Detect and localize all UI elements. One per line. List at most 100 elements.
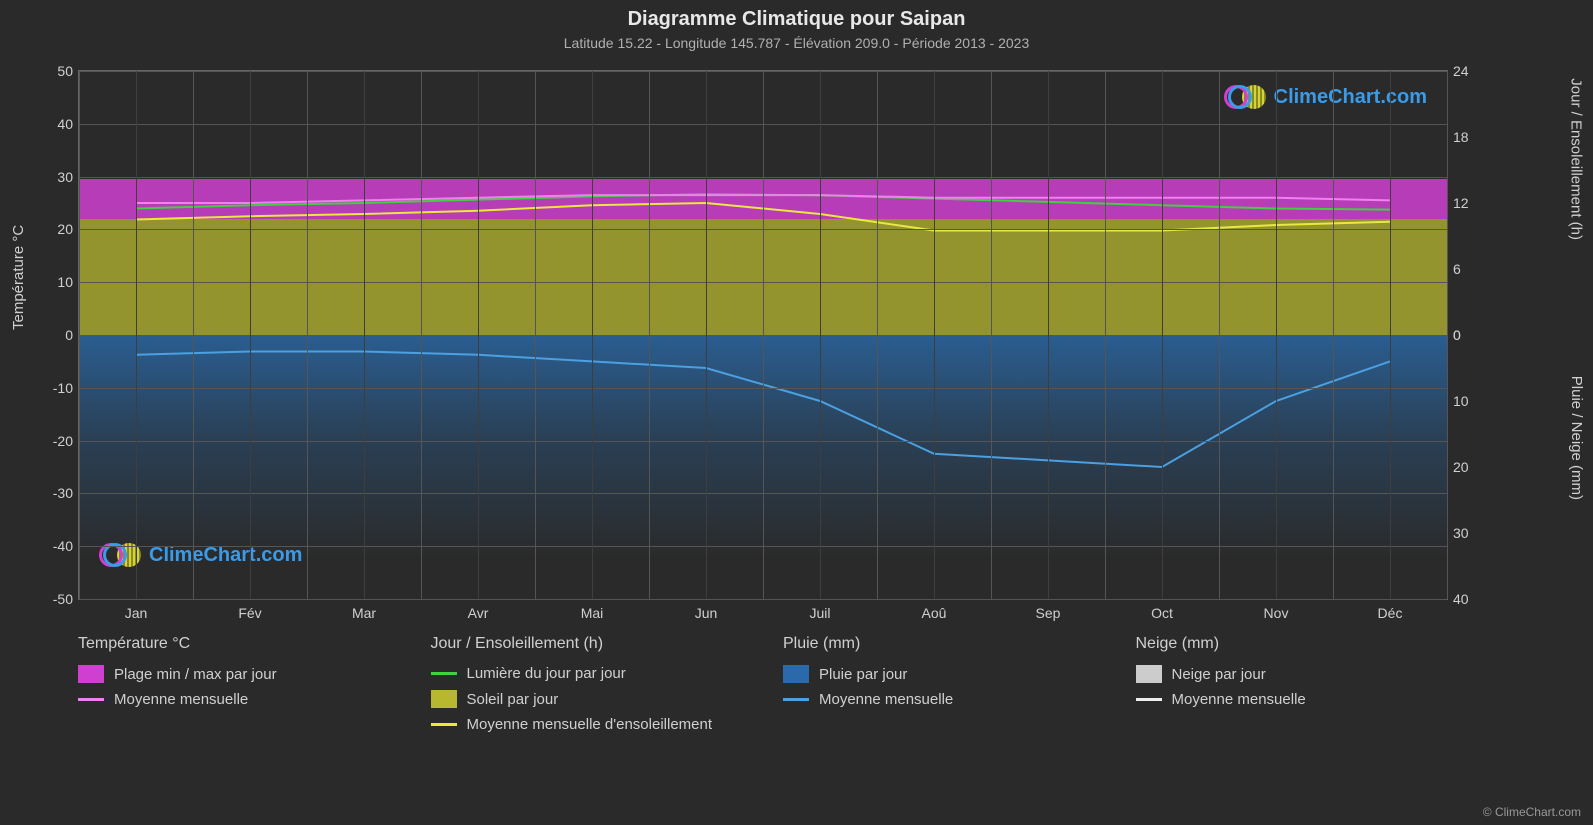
x-tick: Jan [125, 605, 148, 621]
legend-line-icon [1136, 698, 1162, 701]
y-tick-right-top: 6 [1453, 261, 1461, 277]
legend-line-icon [78, 698, 104, 701]
y-tick-left: 10 [57, 274, 73, 290]
watermark-top: ClimeChart.com [1224, 83, 1427, 111]
gridline-horizontal [79, 599, 1447, 600]
legend-item: Soleil par jour [431, 690, 744, 708]
legend-header: Neige (mm) [1136, 635, 1449, 653]
y-tick-left: 50 [57, 63, 73, 79]
legend-col-snow: Neige (mm) Neige par jour Moyenne mensuel… [1136, 635, 1449, 741]
legend-label: Moyenne mensuelle [1172, 691, 1306, 708]
gridline-vertical-minor [1048, 71, 1049, 599]
watermark-bottom: ClimeChart.com [99, 541, 302, 569]
legend-item: Moyenne mensuelle [783, 691, 1096, 708]
y-tick-right-top: 12 [1453, 195, 1469, 211]
x-tick: Fév [238, 605, 261, 621]
gridline-vertical-minor [934, 71, 935, 599]
chart-title: Diagramme Climatique pour Saipan [0, 0, 1593, 31]
legend-header: Jour / Ensoleillement (h) [431, 635, 744, 653]
watermark-logo-icon [99, 541, 141, 569]
x-tick: Oct [1151, 605, 1173, 621]
gridline-vertical [421, 71, 422, 599]
gridline-vertical-minor [706, 71, 707, 599]
legend-swatch-icon [783, 665, 809, 683]
legend-line-icon [431, 723, 457, 726]
gridline-vertical-minor [136, 71, 137, 599]
legend-label: Soleil par jour [467, 691, 559, 708]
x-tick: Déc [1378, 605, 1403, 621]
y-tick-right-bottom: 10 [1453, 393, 1469, 409]
legend-item: Moyenne mensuelle [1136, 691, 1449, 708]
legend-swatch-icon [1136, 665, 1162, 683]
legend-swatch-icon [78, 665, 104, 683]
gridline-vertical [1333, 71, 1334, 599]
legend-header: Pluie (mm) [783, 635, 1096, 653]
x-tick: Sep [1036, 605, 1061, 621]
chart-subtitle: Latitude 15.22 - Longitude 145.787 - Élé… [0, 35, 1593, 51]
y-tick-left: 0 [65, 327, 73, 343]
x-tick: Aoû [922, 605, 947, 621]
legend-col-daylight: Jour / Ensoleillement (h) Lumière du jou… [431, 635, 744, 741]
legend-item: Pluie par jour [783, 665, 1096, 683]
gridline-vertical [1447, 71, 1448, 599]
gridline-vertical [1105, 71, 1106, 599]
gridline-vertical-minor [364, 71, 365, 599]
y-tick-left: -30 [53, 485, 73, 501]
x-tick: Mar [352, 605, 376, 621]
gridline-vertical [535, 71, 536, 599]
watermark-logo-icon [1224, 83, 1266, 111]
legend-swatch-icon [431, 690, 457, 708]
y-axis-right-bottom-label: Pluie / Neige (mm) [1568, 376, 1585, 500]
legend-label: Pluie par jour [819, 666, 907, 683]
legend-label: Moyenne mensuelle [819, 691, 953, 708]
gridline-vertical-minor [1276, 71, 1277, 599]
y-tick-right-bottom: 40 [1453, 591, 1469, 607]
y-tick-left: -10 [53, 380, 73, 396]
gridline-vertical-minor [1162, 71, 1163, 599]
legend-label: Plage min / max par jour [114, 666, 277, 683]
gridline-vertical [79, 71, 80, 599]
y-tick-right-bottom: 0 [1453, 327, 1461, 343]
legend-label: Moyenne mensuelle d'ensoleillement [467, 716, 713, 733]
legend-col-temperature: Température °C Plage min / max par jourM… [78, 635, 391, 741]
legend-item: Moyenne mensuelle d'ensoleillement [431, 716, 744, 733]
y-tick-left: -50 [53, 591, 73, 607]
y-tick-left: 20 [57, 221, 73, 237]
gridline-vertical [193, 71, 194, 599]
x-tick: Nov [1264, 605, 1289, 621]
legend-item: Plage min / max par jour [78, 665, 391, 683]
y-tick-left: -40 [53, 538, 73, 554]
legend-line-icon [431, 672, 457, 675]
y-axis-right-top-label: Jour / Ensoleillement (h) [1568, 78, 1585, 240]
legend-col-rain: Pluie (mm) Pluie par jour Moyenne mensuel… [783, 635, 1096, 741]
y-tick-left: 30 [57, 169, 73, 185]
gridline-vertical-minor [592, 71, 593, 599]
gridline-vertical-minor [250, 71, 251, 599]
legend: Température °C Plage min / max par jourM… [78, 635, 1448, 741]
plot-area: ClimeChart.com ClimeChart.com -50-40-30-… [78, 70, 1448, 600]
x-tick: Avr [468, 605, 489, 621]
legend-label: Moyenne mensuelle [114, 691, 248, 708]
gridline-vertical-minor [478, 71, 479, 599]
gridline-vertical [877, 71, 878, 599]
watermark-text: ClimeChart.com [1274, 86, 1427, 109]
y-tick-right-top: 18 [1453, 129, 1469, 145]
climate-chart: Diagramme Climatique pour Saipan Latitud… [0, 0, 1593, 825]
gridline-vertical-minor [820, 71, 821, 599]
gridline-vertical [649, 71, 650, 599]
y-tick-right-top: 24 [1453, 63, 1469, 79]
y-tick-left: -20 [53, 433, 73, 449]
legend-line-icon [783, 698, 809, 701]
legend-label: Neige par jour [1172, 666, 1266, 683]
x-tick: Mai [581, 605, 604, 621]
gridline-vertical [763, 71, 764, 599]
gridline-vertical-minor [1390, 71, 1391, 599]
gridline-vertical [991, 71, 992, 599]
y-axis-left-label: Température °C [10, 225, 27, 330]
x-tick: Jun [695, 605, 718, 621]
x-tick: Juil [809, 605, 830, 621]
y-tick-right-bottom: 30 [1453, 525, 1469, 541]
y-tick-right-bottom: 20 [1453, 459, 1469, 475]
gridline-vertical [307, 71, 308, 599]
copyright-text: © ClimeChart.com [1483, 805, 1581, 819]
